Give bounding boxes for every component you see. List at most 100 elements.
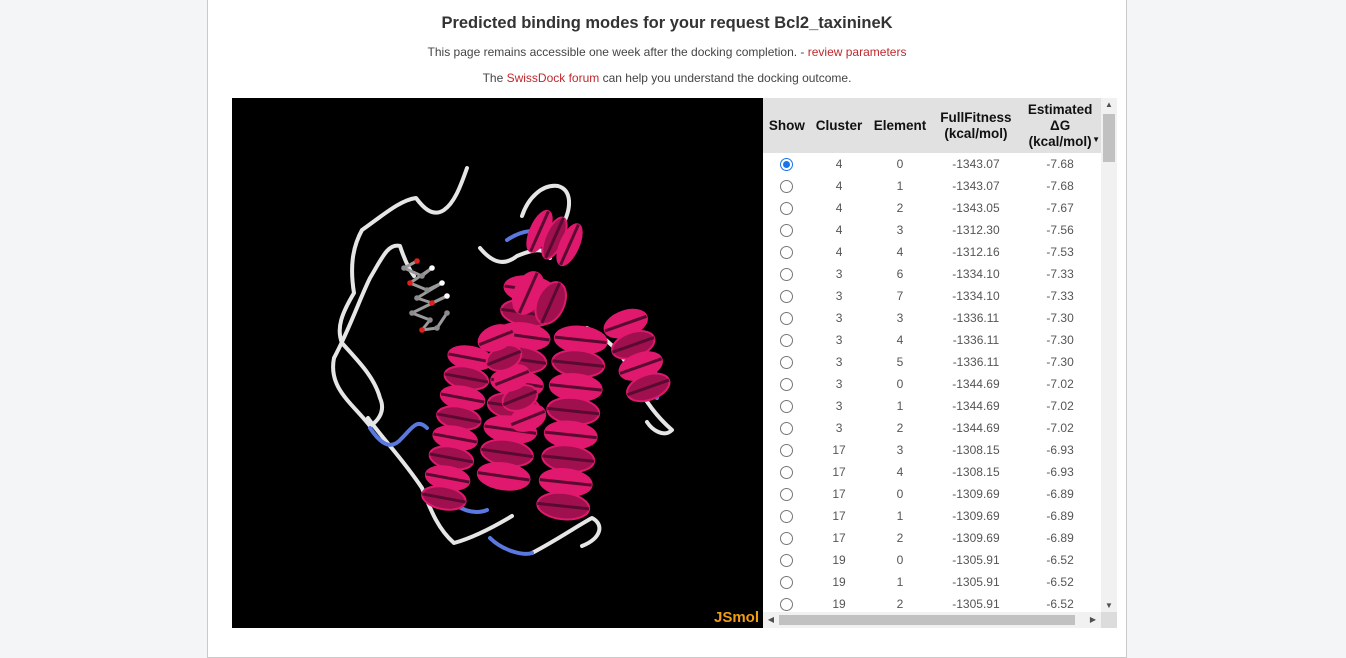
fullfitness-cell: -1336.11 xyxy=(952,355,1000,369)
table-row[interactable]: 4 3 -1312.30 -7.56 xyxy=(763,219,1101,241)
table-row[interactable]: 3 1 -1344.69 -7.02 xyxy=(763,395,1101,417)
show-radio-button[interactable] xyxy=(780,312,794,325)
table-row[interactable]: 3 0 -1344.69 -7.02 xyxy=(763,373,1101,395)
table-row[interactable]: 17 1 -1309.69 -6.89 xyxy=(763,505,1101,527)
table-row[interactable]: 19 1 -1305.91 -6.52 xyxy=(763,571,1101,593)
show-radio-button[interactable] xyxy=(780,554,794,567)
show-radio-button[interactable] xyxy=(780,224,794,237)
estimated-dg-cell: -6.89 xyxy=(1046,487,1074,501)
fullfitness-cell: -1343.05 xyxy=(952,201,1000,215)
table-row[interactable]: 17 2 -1309.69 -6.89 xyxy=(763,527,1101,549)
table-row[interactable]: 3 4 -1336.11 -7.30 xyxy=(763,329,1101,351)
header-estimated-dg[interactable]: Estimated ΔG (kcal/mol) ▼ xyxy=(1019,98,1101,153)
estimated-dg-cell: -7.68 xyxy=(1046,157,1074,171)
vertical-scroll-thumb[interactable] xyxy=(1103,114,1115,162)
review-parameters-link[interactable]: review parameters xyxy=(807,45,907,59)
table-row[interactable]: 3 7 -1334.10 -7.33 xyxy=(763,285,1101,307)
show-radio-button[interactable] xyxy=(780,576,794,589)
element-cell: 4 xyxy=(896,465,904,479)
scroll-down-arrow-icon[interactable]: ▼ xyxy=(1105,601,1113,610)
cluster-cell: 17 xyxy=(832,465,846,479)
cluster-cell: 3 xyxy=(835,311,843,325)
ligand-atom xyxy=(419,273,425,279)
show-radio-button[interactable] xyxy=(780,422,794,435)
jsmol-viewer[interactable]: JSmol xyxy=(232,98,763,628)
ligand-bond xyxy=(435,312,449,329)
horizontal-scrollbar[interactable]: ◀ ▶ xyxy=(763,612,1101,628)
retention-notice: This page remains accessible one week af… xyxy=(208,45,1126,59)
table-header-row: Show Cluster Element FullFitness (kcal/m… xyxy=(763,98,1101,153)
show-radio-button[interactable] xyxy=(780,444,794,457)
show-cell xyxy=(763,505,811,527)
show-cell xyxy=(763,219,811,241)
estimated-dg-cell: -6.93 xyxy=(1046,465,1074,479)
element-cell: 3 xyxy=(896,223,904,237)
helix-band xyxy=(486,349,522,367)
header-element[interactable]: Element xyxy=(867,98,933,153)
table-row[interactable]: 4 2 -1343.05 -7.67 xyxy=(763,197,1101,219)
show-radio-button[interactable] xyxy=(780,290,794,303)
table-row[interactable]: 3 3 -1336.11 -7.30 xyxy=(763,307,1101,329)
table-row[interactable]: 4 4 -1312.16 -7.53 xyxy=(763,241,1101,263)
swissdock-forum-link[interactable]: SwissDock forum xyxy=(506,71,600,85)
show-radio-button[interactable] xyxy=(780,466,794,479)
table-row[interactable]: 3 5 -1336.11 -7.30 xyxy=(763,351,1101,373)
cluster-cell: 3 xyxy=(835,377,843,391)
estimated-dg-cell: -7.02 xyxy=(1046,377,1074,391)
show-radio-button[interactable] xyxy=(780,356,794,369)
show-radio-button[interactable] xyxy=(780,158,794,171)
scroll-left-arrow-icon[interactable]: ◀ xyxy=(767,615,775,624)
show-radio-button[interactable] xyxy=(780,334,794,347)
show-radio-button[interactable] xyxy=(780,488,794,501)
table-body: 4 0 -1343.07 -7.68 4 1 -1343.07 -7.68 4 2 -1343.05… xyxy=(763,153,1101,612)
show-radio-button[interactable] xyxy=(780,400,794,413)
show-radio-button[interactable] xyxy=(780,202,794,215)
cluster-cell: 19 xyxy=(832,597,846,611)
helix-band xyxy=(481,447,533,459)
scrollbar-corner xyxy=(1101,612,1117,628)
scroll-up-arrow-icon[interactable]: ▲ xyxy=(1105,100,1113,109)
ligand-molecule xyxy=(401,258,450,333)
show-radio-button[interactable] xyxy=(780,246,794,259)
show-radio-button[interactable] xyxy=(780,532,794,545)
show-radio-button[interactable] xyxy=(780,180,794,193)
estimated-dg-cell: -7.67 xyxy=(1046,201,1074,215)
table-row[interactable]: 4 1 -1343.07 -7.68 xyxy=(763,175,1101,197)
scroll-right-arrow-icon[interactable]: ▶ xyxy=(1089,615,1097,624)
table-row[interactable]: 3 6 -1334.10 -7.33 xyxy=(763,263,1101,285)
ligand-atom xyxy=(427,317,433,323)
header-fullfitness[interactable]: FullFitness (kcal/mol) xyxy=(932,98,1020,153)
table-row[interactable]: 19 0 -1305.91 -6.52 xyxy=(763,549,1101,571)
results-scroll-area[interactable]: Show Cluster Element FullFitness (kcal/m… xyxy=(763,98,1101,612)
vertical-scrollbar[interactable]: ▲ ▼ xyxy=(1101,98,1117,612)
helix-band xyxy=(537,501,590,511)
table-row[interactable]: 4 0 -1343.07 -7.68 xyxy=(763,153,1101,175)
table-row[interactable]: 19 2 -1305.91 -6.52 xyxy=(763,593,1101,612)
table-row[interactable]: 3 2 -1344.69 -7.02 xyxy=(763,417,1101,439)
show-cell xyxy=(763,527,811,549)
horizontal-scroll-thumb[interactable] xyxy=(779,615,1075,625)
show-radio-button[interactable] xyxy=(780,510,794,523)
element-cell: 1 xyxy=(896,509,904,523)
ligand-atom xyxy=(409,310,415,316)
fullfitness-cell: -1344.69 xyxy=(952,377,1000,391)
table-row[interactable]: 17 3 -1308.15 -6.93 xyxy=(763,439,1101,461)
helix-band xyxy=(554,335,607,345)
estimated-dg-cell: -7.30 xyxy=(1046,355,1074,369)
fullfitness-cell: -1308.15 xyxy=(952,443,1000,457)
header-fullfitness-title: FullFitness xyxy=(940,109,1012,125)
table-row[interactable]: 17 0 -1309.69 -6.89 xyxy=(763,483,1101,505)
show-cell xyxy=(763,329,811,351)
show-radio-button[interactable] xyxy=(780,268,794,281)
forum-notice: The SwissDock forum can help you underst… xyxy=(208,71,1126,85)
table-row[interactable]: 17 4 -1308.15 -6.93 xyxy=(763,461,1101,483)
helix-band xyxy=(542,454,595,463)
header-cluster[interactable]: Cluster xyxy=(810,98,868,153)
show-radio-button[interactable] xyxy=(780,598,794,611)
show-radio-button[interactable] xyxy=(780,378,794,391)
ligand-atom xyxy=(429,300,435,306)
helix-band xyxy=(484,424,537,435)
cluster-cell: 19 xyxy=(832,575,846,589)
header-show[interactable]: Show xyxy=(763,98,811,153)
show-cell xyxy=(763,373,811,395)
